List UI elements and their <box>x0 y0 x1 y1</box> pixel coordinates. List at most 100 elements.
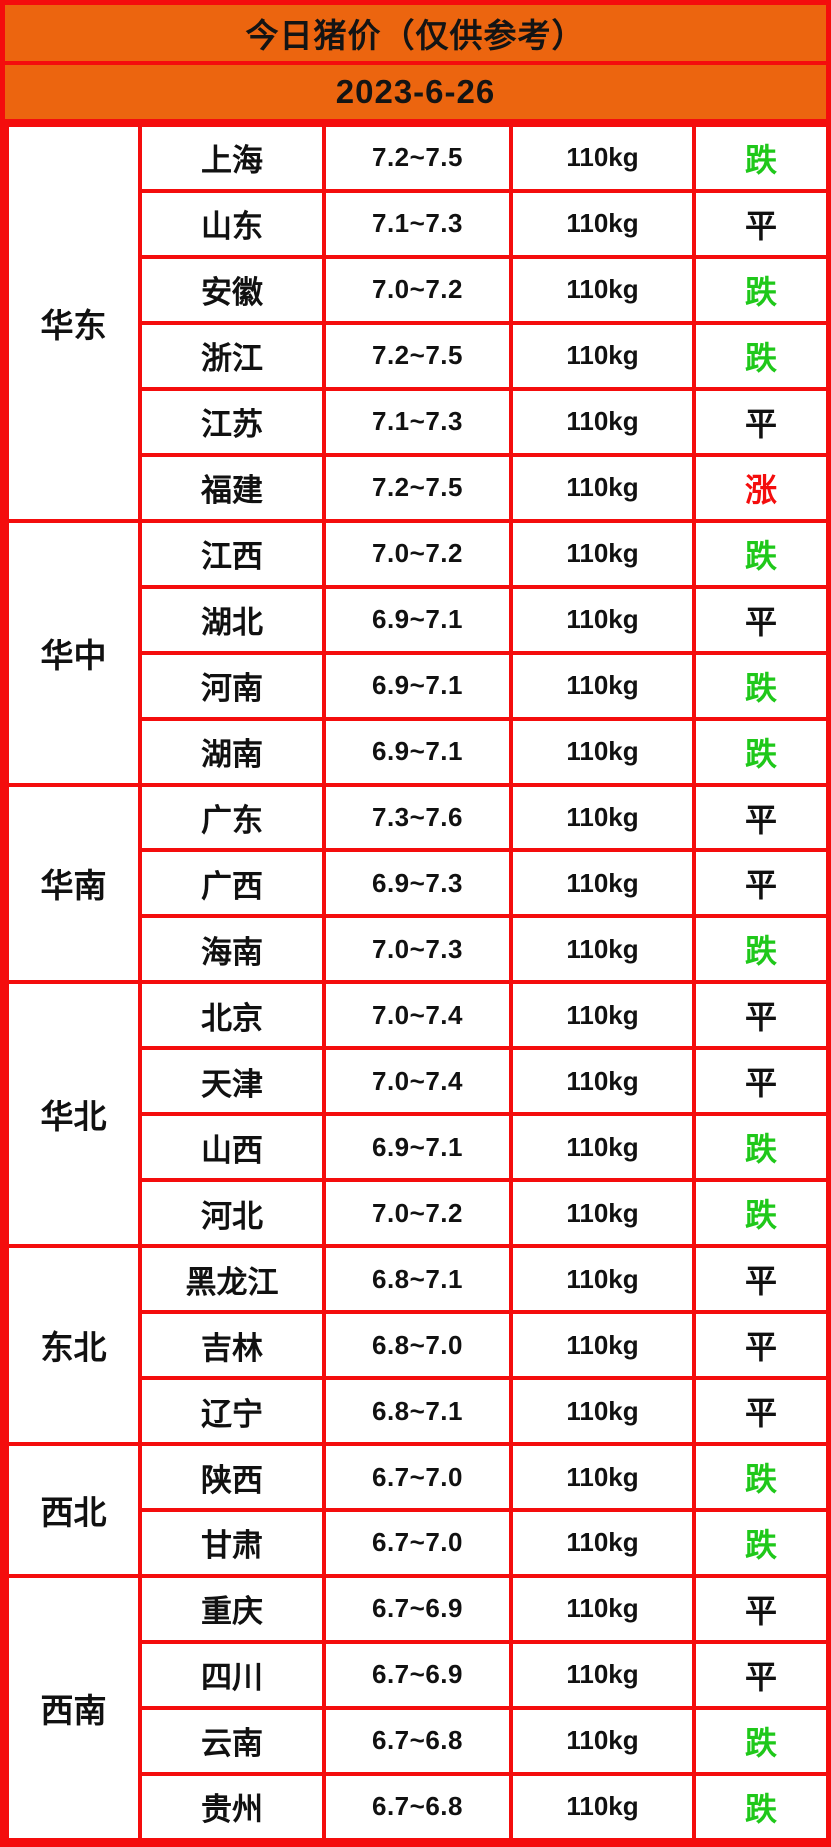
province-cell: 河北 <box>138 1178 326 1249</box>
date-label: 2023-6-26 <box>335 73 496 110</box>
price-cell: 7.0~7.2 <box>322 518 513 589</box>
trend-cell: 平 <box>692 1376 830 1447</box>
price-cell: 6.7~7.0 <box>322 1442 513 1513</box>
province-cell: 湖北 <box>138 584 326 655</box>
weight-cell: 110kg <box>509 914 696 985</box>
price-cell: 6.8~7.0 <box>322 1310 513 1381</box>
price-cell: 6.7~6.8 <box>322 1705 513 1776</box>
weight-cell: 110kg <box>509 1244 696 1315</box>
province-cell: 海南 <box>138 914 326 985</box>
province-cell: 广东 <box>138 782 326 853</box>
price-cell: 6.9~7.3 <box>322 848 513 919</box>
trend-cell: 跌 <box>692 1508 830 1578</box>
price-cell: 7.2~7.5 <box>322 320 513 391</box>
table-row: 吉林 6.8~7.0 110kg 平 <box>7 1310 830 1381</box>
table-row: 甘肃 6.7~7.0 110kg 跌 <box>7 1508 830 1578</box>
price-cell: 7.3~7.6 <box>322 782 513 853</box>
table-row: 贵州 6.7~6.8 110kg 跌 <box>7 1771 830 1843</box>
trend-cell: 平 <box>692 1046 830 1117</box>
weight-cell: 110kg <box>509 1508 696 1578</box>
province-cell: 江西 <box>138 518 326 589</box>
weight-cell: 110kg <box>509 782 696 853</box>
trend-cell: 跌 <box>692 123 830 193</box>
trend-cell: 跌 <box>692 1112 830 1183</box>
trend-cell: 平 <box>692 1639 830 1710</box>
table-row: 天津 7.0~7.4 110kg 平 <box>7 1046 830 1117</box>
trend-cell: 跌 <box>692 1442 830 1513</box>
price-cell: 7.0~7.2 <box>322 254 513 325</box>
table-row: 四川 6.7~6.9 110kg 平 <box>7 1639 830 1710</box>
price-cell: 6.8~7.1 <box>322 1244 513 1315</box>
trend-cell: 平 <box>692 782 830 853</box>
date-bar: 2023-6-26 <box>5 65 826 123</box>
table-row: 河南 6.9~7.1 110kg 跌 <box>7 650 830 721</box>
price-cell: 7.0~7.3 <box>322 914 513 985</box>
trend-cell: 平 <box>692 1573 830 1644</box>
weight-cell: 110kg <box>509 1310 696 1381</box>
weight-cell: 110kg <box>509 320 696 391</box>
weight-cell: 110kg <box>509 452 696 523</box>
weight-cell: 110kg <box>509 1771 696 1843</box>
province-cell: 陕西 <box>138 1442 326 1513</box>
table-row: 浙江 7.2~7.5 110kg 跌 <box>7 320 830 391</box>
price-cell: 6.7~7.0 <box>322 1508 513 1578</box>
table-row: 江苏 7.1~7.3 110kg 平 <box>7 386 830 457</box>
province-cell: 山东 <box>138 188 326 259</box>
table-row: 西南 重庆 6.7~6.9 110kg 平 <box>5 1573 830 1843</box>
province-cell: 重庆 <box>138 1573 326 1644</box>
province-cell: 广西 <box>138 848 326 919</box>
weight-cell: 110kg <box>509 1376 696 1447</box>
province-cell: 天津 <box>138 1046 326 1117</box>
price-cell: 6.9~7.1 <box>322 716 513 787</box>
province-cell: 吉林 <box>138 1310 326 1381</box>
trend-cell: 跌 <box>692 1771 830 1843</box>
price-cell: 7.0~7.2 <box>322 1178 513 1249</box>
province-cell: 四川 <box>138 1639 326 1710</box>
weight-cell: 110kg <box>509 123 696 193</box>
table-row: 华东 上海 7.2~7.5 110kg 跌 <box>5 123 830 523</box>
weight-cell: 110kg <box>509 1639 696 1710</box>
trend-cell: 平 <box>692 1244 830 1315</box>
province-cell: 贵州 <box>138 1771 326 1843</box>
province-cell: 山西 <box>138 1112 326 1183</box>
trend-cell: 平 <box>692 848 830 919</box>
weight-cell: 110kg <box>509 1705 696 1776</box>
trend-cell: 跌 <box>692 1178 830 1249</box>
trend-cell: 平 <box>692 980 830 1051</box>
price-cell: 6.7~6.9 <box>322 1639 513 1710</box>
page-title: 今日猪价（仅供参考） <box>245 17 586 54</box>
region-cell: 西北 <box>5 1442 142 1578</box>
price-table-body: 华东 上海 7.2~7.5 110kg 跌山东 7.1~7.3 110kg 平安徽 7.0~7.… <box>5 123 830 1843</box>
region-cell: 华东 <box>5 123 142 523</box>
weight-cell: 110kg <box>509 1442 696 1513</box>
table-row: 福建 7.2~7.5 110kg 涨 <box>7 452 830 523</box>
region-cell: 东北 <box>5 1244 142 1447</box>
table-row: 山西 6.9~7.1 110kg 跌 <box>7 1112 830 1183</box>
province-cell: 安徽 <box>138 254 326 325</box>
weight-cell: 110kg <box>509 980 696 1051</box>
province-cell: 河南 <box>138 650 326 721</box>
weight-cell: 110kg <box>509 188 696 259</box>
table-row: 云南 6.7~6.8 110kg 跌 <box>7 1705 830 1776</box>
trend-cell: 平 <box>692 1310 830 1381</box>
price-cell: 7.1~7.3 <box>322 188 513 259</box>
trend-cell: 跌 <box>692 1705 830 1776</box>
price-cell: 7.0~7.4 <box>322 980 513 1051</box>
trend-cell: 跌 <box>692 716 830 787</box>
table-row: 海南 7.0~7.3 110kg 跌 <box>7 914 830 985</box>
price-table: 华东 上海 7.2~7.5 110kg 跌山东 7.1~7.3 110kg 平安徽 7.0~7.… <box>5 123 830 1843</box>
region-cell: 华北 <box>5 980 142 1249</box>
price-cell: 6.9~7.1 <box>322 584 513 655</box>
table-row: 华南 广东 7.3~7.6 110kg 平 <box>5 782 830 985</box>
table-row: 西北 陕西 6.7~7.0 110kg 跌 <box>5 1442 830 1578</box>
weight-cell: 110kg <box>509 716 696 787</box>
region-cell: 华中 <box>5 518 142 787</box>
trend-cell: 跌 <box>692 518 830 589</box>
trend-cell: 跌 <box>692 254 830 325</box>
province-cell: 甘肃 <box>138 1508 326 1578</box>
table-row: 广西 6.9~7.3 110kg 平 <box>7 848 830 919</box>
trend-cell: 涨 <box>692 452 830 523</box>
table-row: 安徽 7.0~7.2 110kg 跌 <box>7 254 830 325</box>
price-cell: 6.8~7.1 <box>322 1376 513 1447</box>
price-cell: 6.7~6.9 <box>322 1573 513 1644</box>
